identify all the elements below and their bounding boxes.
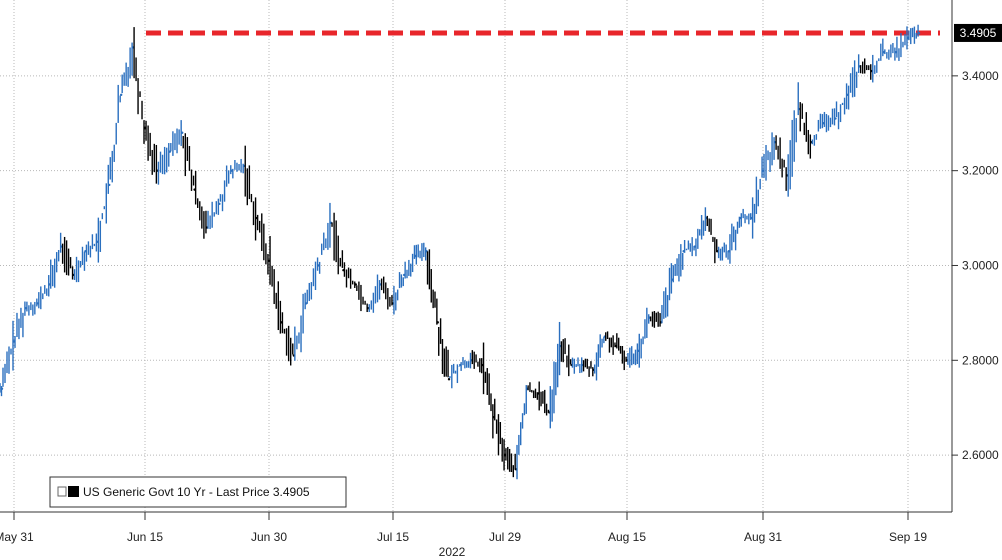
x-tick-label: Jun 15 — [127, 530, 163, 544]
y-tick-label: 2.6000 — [962, 448, 999, 462]
last-price-label: 3.4905 — [960, 26, 997, 40]
y-tick-label: 3.4000 — [962, 69, 999, 83]
close-point — [0, 387, 4, 390]
x-tick-label: Sep 19 — [889, 530, 927, 544]
legend-box — [49, 476, 347, 508]
axes — [0, 0, 958, 520]
legend-swatch-icon — [68, 486, 79, 497]
close-point — [354, 283, 357, 286]
close-point — [917, 31, 921, 35]
y-tick-label: 3.0000 — [962, 258, 999, 272]
grid-lines — [0, 0, 952, 512]
close-point — [108, 183, 111, 187]
legend-entry: US Generic Govt 10 Yr - Last Price 3.490… — [83, 485, 310, 499]
tick-labels: 2.6000 2.8000 3.0000 3.2000 3.4000 May 31 Jun … — [0, 23, 1002, 559]
x-tick-label: Jun 30 — [251, 530, 287, 544]
legend-checkbox-icon[interactable] — [57, 486, 67, 497]
x-tick-label: Aug 15 — [608, 530, 646, 544]
close-point — [119, 93, 123, 97]
last-price-tag — [954, 23, 1002, 42]
close-point — [218, 202, 221, 206]
year-label: 2022 — [439, 545, 466, 559]
x-tick-label: Jul 29 — [489, 530, 521, 544]
y-tick-label: 2.8000 — [962, 353, 999, 367]
legend: US Generic Govt 10 Yr - Last Price 3.490… — [49, 476, 347, 508]
x-tick-label: Jul 15 — [377, 530, 409, 544]
y-tick-label: 3.2000 — [962, 164, 999, 178]
close-point — [447, 378, 451, 381]
close-point — [181, 131, 184, 134]
close-point — [436, 321, 439, 324]
price-bars — [0, 24, 921, 480]
x-tick-label: May 31 — [0, 530, 34, 544]
x-tick-label: Aug 31 — [744, 530, 782, 544]
close-point — [834, 117, 837, 120]
